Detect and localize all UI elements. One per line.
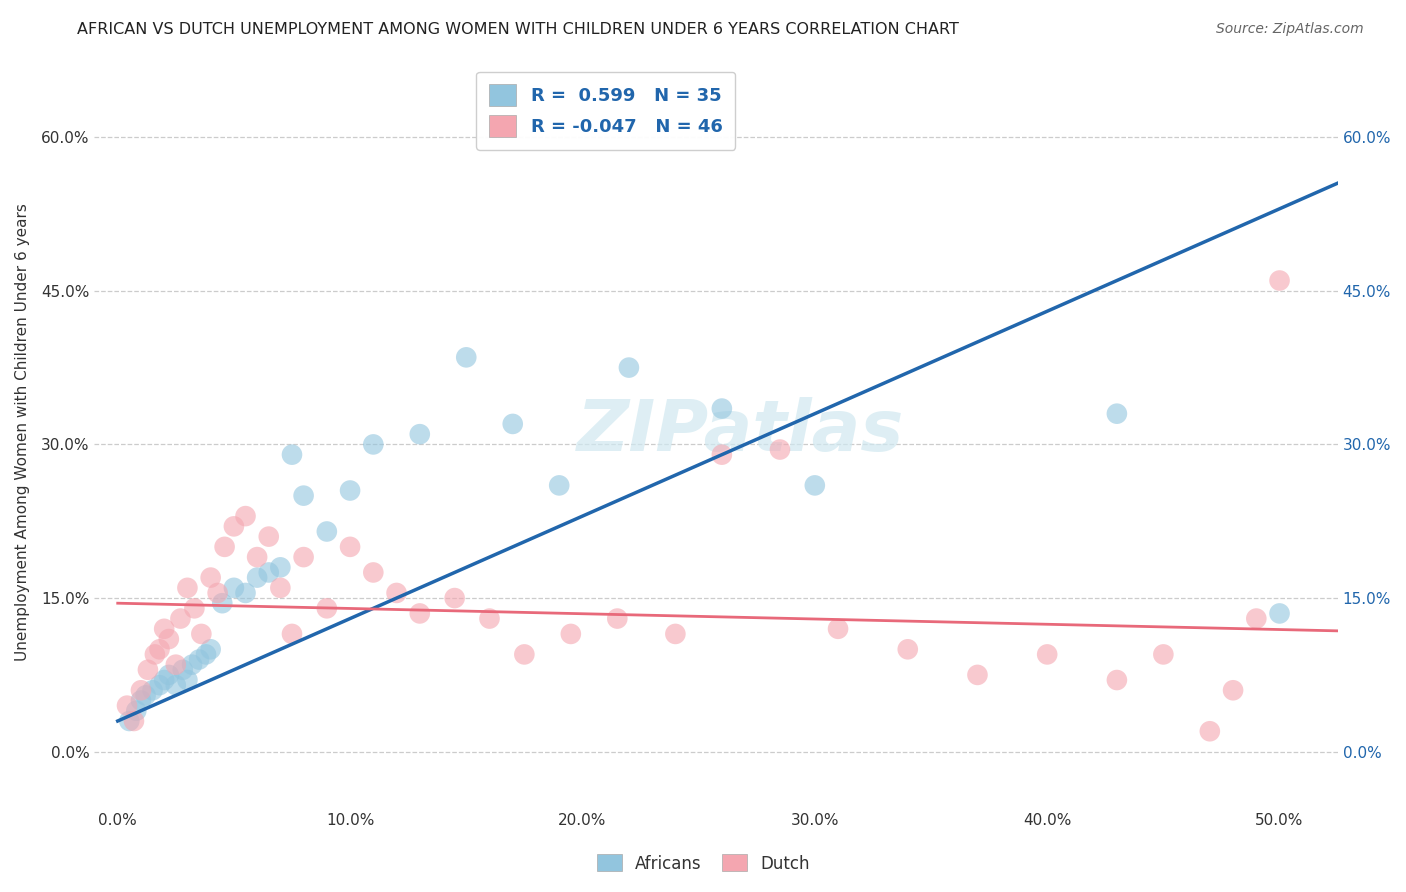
Point [157,668,180,682]
Point [135,689,157,703]
Point [129,683,152,698]
Point [804,478,827,492]
Point [769,442,792,457]
Point [136,663,159,677]
Point [190,627,212,641]
Point [118,714,141,728]
Point [281,627,304,641]
Point [207,586,229,600]
Point [269,560,291,574]
Point [172,663,194,677]
Point [292,489,315,503]
Point [1268,607,1291,621]
Point [513,648,536,662]
Point [897,642,920,657]
Legend: R =  0.599   N = 35, R = -0.047   N = 46: R = 0.599 N = 35, R = -0.047 N = 46 [477,71,735,150]
Point [1105,673,1128,687]
Point [339,483,361,498]
Point [142,683,165,698]
Point [339,540,361,554]
Y-axis label: Unemployment Among Women with Children Under 6 years: Unemployment Among Women with Children U… [15,202,30,661]
Point [246,550,269,565]
Point [235,586,257,600]
Point [214,540,236,554]
Point [211,596,233,610]
Point [200,571,222,585]
Point [606,611,628,625]
Point [157,632,180,646]
Point [257,530,280,544]
Point [315,601,337,615]
Point [560,627,582,641]
Point [1268,273,1291,287]
Point [222,581,245,595]
Point [153,673,176,687]
Text: Source: ZipAtlas.com: Source: ZipAtlas.com [1216,22,1364,37]
Point [115,698,138,713]
Point [176,673,198,687]
Text: ZIPatlas: ZIPatlas [578,397,904,467]
Point [315,524,337,539]
Point [1036,648,1059,662]
Point [710,401,733,416]
Point [1105,407,1128,421]
Point [363,437,385,451]
Point [188,652,211,666]
Point [269,581,291,595]
Point [664,627,686,641]
Point [148,678,170,692]
Point [456,351,478,365]
Point [409,427,432,442]
Point [409,607,432,621]
Point [176,581,198,595]
Point [148,642,170,657]
Point [181,657,204,672]
Point [443,591,465,605]
Point [122,714,145,728]
Point [827,622,849,636]
Point [1198,724,1220,739]
Point [281,448,304,462]
Point [478,611,501,625]
Point [710,448,733,462]
Point [1152,648,1174,662]
Legend: Africans, Dutch: Africans, Dutch [591,847,815,880]
Point [235,509,257,524]
Point [246,571,269,585]
Point [257,566,280,580]
Point [165,678,187,692]
Point [1246,611,1268,625]
Point [200,642,222,657]
Text: AFRICAN VS DUTCH UNEMPLOYMENT AMONG WOMEN WITH CHILDREN UNDER 6 YEARS CORRELATIO: AFRICAN VS DUTCH UNEMPLOYMENT AMONG WOME… [77,22,959,37]
Point [129,693,152,707]
Point [363,566,385,580]
Point [548,478,571,492]
Point [502,417,524,431]
Point [153,622,176,636]
Point [165,657,187,672]
Point [292,550,315,565]
Point [617,360,640,375]
Point [385,586,408,600]
Point [195,648,218,662]
Point [1222,683,1244,698]
Point [966,668,988,682]
Point [125,704,148,718]
Point [183,601,205,615]
Point [143,648,166,662]
Point [222,519,245,533]
Point [169,611,191,625]
